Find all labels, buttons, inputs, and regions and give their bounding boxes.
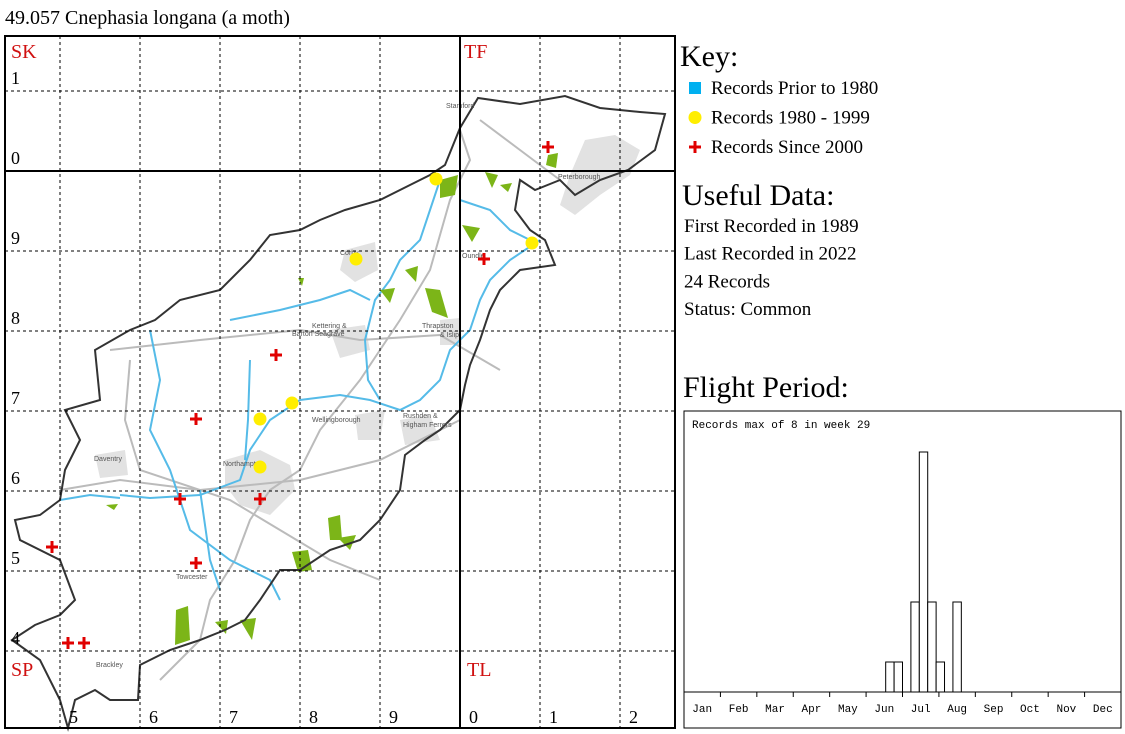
town-label: Thrapston (422, 323, 454, 330)
town-label: & Islip (440, 332, 459, 339)
flight-bar (935, 661, 946, 693)
month-label: Feb (729, 704, 749, 716)
town-label: Barton Seagrave (292, 331, 345, 338)
record-dot (525, 236, 539, 250)
useful-data-line: First Recorded in 1989 (684, 216, 859, 237)
grid-square-label: SP (11, 659, 33, 681)
x-tick-label: 5 (69, 707, 78, 727)
county-outline (10, 94, 667, 732)
month-label: Jan (692, 704, 712, 716)
record-dot (253, 460, 267, 474)
record-cross (478, 253, 490, 265)
y-tick-label: 9 (11, 228, 20, 248)
y-tick-label: 0 (11, 148, 20, 168)
record-cross (542, 141, 554, 153)
record-cross (62, 637, 74, 649)
legend: Records Prior to 1980 Records 1980 - 1999… (688, 78, 878, 158)
record-cross (190, 557, 202, 569)
y-tick-label: 6 (11, 468, 20, 488)
record-dot (349, 252, 363, 266)
key-title: Key: (680, 40, 738, 73)
x-tick-label: 8 (309, 707, 318, 727)
month-label: Dec (1093, 704, 1113, 716)
record-cross (46, 541, 58, 553)
record-square (689, 82, 701, 94)
flight-bar (927, 601, 937, 693)
month-label: Nov (1056, 704, 1076, 716)
town-label: Corby (340, 250, 359, 257)
map-frame (4, 35, 676, 729)
y-tick-label: 7 (11, 388, 20, 408)
legend-label: Records Since 2000 (711, 137, 863, 158)
record-cross (270, 349, 282, 361)
record-dot (429, 172, 443, 186)
record-dot (285, 396, 299, 410)
records (46, 141, 554, 649)
grid-square-label: SK (11, 41, 37, 63)
month-label: Apr (802, 704, 822, 716)
month-label: Aug (947, 704, 967, 716)
x-tick-label: 7 (229, 707, 238, 727)
x-tick-label: 1 (549, 707, 558, 727)
x-tick-label: 2 (629, 707, 638, 727)
useful-data-line: Last Recorded in 2022 (684, 244, 857, 265)
flight-period-title: Flight Period: (683, 371, 849, 404)
town-label: Daventry (94, 456, 123, 463)
record-cross (78, 637, 90, 649)
flight-bar (910, 601, 920, 693)
month-label: Jul (911, 704, 931, 716)
y-tick-label: 4 (11, 628, 20, 648)
record-cross (174, 493, 186, 505)
map-bg (5, 36, 675, 728)
legend-label: Records 1980 - 1999 (711, 108, 870, 129)
woodland (106, 153, 558, 645)
y-tick-label: 5 (11, 548, 20, 568)
town-label: Northampton (223, 461, 264, 468)
x-tick-label: 0 (469, 707, 478, 727)
useful-data-line: 24 Records (684, 271, 770, 292)
chart-note: Records max of 8 in week 29 (692, 420, 870, 432)
flight-bar (918, 451, 929, 693)
flight-bar (885, 661, 895, 693)
town-label: Kettering & (312, 323, 347, 330)
record-cross (689, 141, 701, 153)
town-label: Brackley (96, 662, 123, 669)
grid-square-label: TL (467, 659, 491, 681)
map: Stamford Peterborough Corby Oundle Kette… (4, 35, 676, 732)
legend-label: Records Prior to 1980 (711, 78, 878, 99)
town-label: Rushden & (403, 413, 438, 420)
month-label: Mar (765, 704, 785, 716)
town-label: Peterborough (558, 174, 601, 181)
record-cross (254, 493, 266, 505)
month-label: Sep (984, 704, 1004, 716)
flight-bar (893, 661, 903, 693)
x-tick-label: 6 (149, 707, 158, 727)
record-dot (688, 111, 702, 124)
flight-chart: Records max of 8 in week 29 Jan Feb Mar Apr… (683, 410, 1122, 729)
title: 49.057 Cnephasia longana (a moth) (5, 7, 290, 29)
x-tick-label: 9 (389, 707, 398, 727)
record-cross (190, 413, 202, 425)
month-label: Oct (1020, 704, 1040, 716)
town-label: Wellingborough (312, 417, 361, 424)
useful-data: First Recorded in 1989 Last Recorded in 2… (684, 216, 859, 320)
record-dot (253, 412, 267, 426)
month-label: May (838, 704, 858, 716)
rivers (59, 179, 541, 601)
town-label: Towcester (176, 574, 208, 581)
y-tick-label: 1 (11, 68, 20, 88)
roads (59, 119, 561, 681)
month-label: Jun (874, 704, 894, 716)
town-label: Higham Ferrers (403, 422, 452, 429)
y-tick-label: 8 (11, 308, 20, 328)
useful-data-title: Useful Data: (682, 179, 834, 212)
town-label: Oundle (462, 253, 485, 260)
useful-data-line: Status: Common (684, 299, 812, 320)
grid-square-label: TF (464, 41, 487, 63)
flight-bar (952, 601, 962, 693)
